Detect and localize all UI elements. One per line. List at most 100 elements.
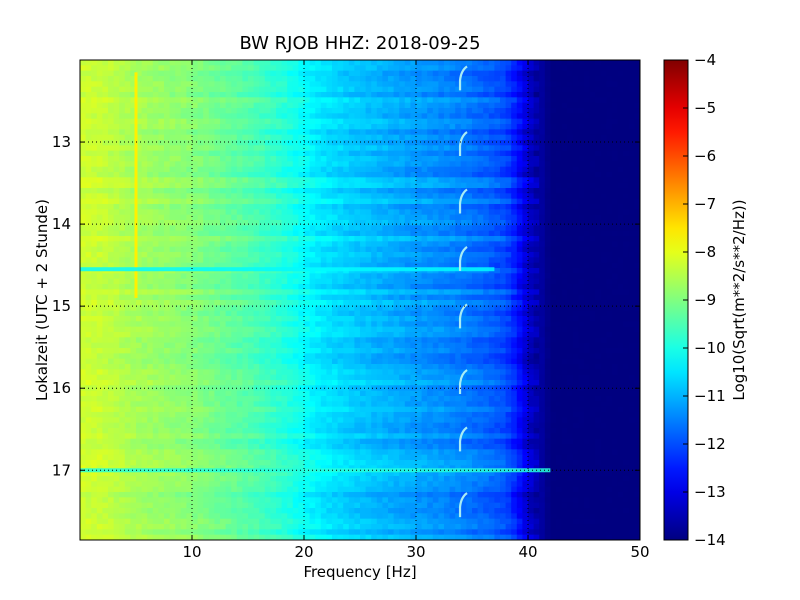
heatmap-cell bbox=[466, 124, 473, 130]
heatmap-cell bbox=[410, 182, 417, 189]
heatmap-cell bbox=[192, 172, 199, 178]
heatmap-cell bbox=[438, 177, 445, 184]
heatmap-cell bbox=[348, 102, 355, 109]
heatmap-cell bbox=[589, 182, 596, 189]
heatmap-cell bbox=[360, 156, 367, 162]
heatmap-cell bbox=[214, 134, 221, 141]
heatmap-cell bbox=[595, 166, 602, 173]
heatmap-cell bbox=[477, 284, 484, 290]
heatmap-cell bbox=[438, 252, 445, 258]
heatmap-cell bbox=[404, 246, 411, 253]
heatmap-cell bbox=[141, 113, 148, 120]
heatmap-cell bbox=[494, 257, 501, 264]
heatmap-cell bbox=[572, 220, 579, 226]
heatmap-cell bbox=[578, 316, 585, 322]
heatmap-cell bbox=[432, 246, 439, 253]
heatmap-cell bbox=[158, 225, 165, 232]
heatmap-cell bbox=[136, 278, 143, 285]
heatmap-cell bbox=[192, 278, 199, 285]
heatmap-cell bbox=[276, 182, 283, 189]
heatmap-cell bbox=[136, 145, 143, 152]
heatmap-cell bbox=[371, 305, 378, 312]
heatmap-cell bbox=[438, 60, 445, 66]
heatmap-cell bbox=[511, 60, 518, 66]
heatmap-cell bbox=[388, 156, 395, 162]
heatmap-cell bbox=[472, 156, 479, 162]
heatmap-cell bbox=[382, 140, 389, 146]
heatmap-cell bbox=[612, 177, 619, 184]
heatmap-cell bbox=[113, 241, 120, 248]
heatmap-cell bbox=[472, 257, 479, 264]
heatmap-cell bbox=[96, 252, 103, 258]
heatmap-cell bbox=[623, 193, 630, 200]
heatmap-cell bbox=[488, 257, 495, 264]
heatmap-cell bbox=[147, 113, 154, 120]
heatmap-cell bbox=[298, 134, 305, 141]
heatmap-cell bbox=[236, 236, 243, 242]
heatmap-cell bbox=[276, 60, 283, 66]
heatmap-cell bbox=[264, 145, 271, 152]
heatmap-cell bbox=[539, 172, 546, 178]
heatmap-cell bbox=[298, 97, 305, 104]
heatmap-cell bbox=[388, 310, 395, 317]
heatmap-cell bbox=[432, 204, 439, 210]
heatmap-cell bbox=[130, 76, 137, 82]
heatmap-cell bbox=[567, 140, 574, 146]
heatmap-cell bbox=[169, 76, 176, 82]
heatmap-cell bbox=[438, 209, 445, 216]
heatmap-cell bbox=[533, 86, 540, 93]
heatmap-cell bbox=[444, 60, 451, 66]
heatmap-cell bbox=[522, 252, 529, 258]
heatmap-cell bbox=[572, 140, 579, 146]
heatmap-cell bbox=[522, 161, 529, 168]
heatmap-cell bbox=[158, 97, 165, 104]
heatmap-cell bbox=[388, 161, 395, 168]
heatmap-cell bbox=[320, 166, 327, 173]
heatmap-cell bbox=[399, 225, 406, 232]
heatmap-cell bbox=[253, 257, 260, 264]
heatmap-cell bbox=[561, 278, 568, 285]
heatmap-cell bbox=[276, 177, 283, 184]
heatmap-cell bbox=[550, 273, 557, 280]
heatmap-cell bbox=[332, 230, 339, 237]
heatmap-cell bbox=[404, 236, 411, 242]
heatmap-cell bbox=[337, 262, 344, 269]
heatmap-cell bbox=[371, 300, 378, 306]
heatmap-cell bbox=[287, 204, 294, 210]
heatmap-cell bbox=[315, 140, 322, 146]
heatmap-cell bbox=[304, 124, 311, 130]
heatmap-cell bbox=[460, 225, 467, 232]
heatmap-cell bbox=[315, 193, 322, 200]
heatmap-cell bbox=[556, 225, 563, 232]
heatmap-cell bbox=[164, 70, 171, 77]
heatmap-cell bbox=[628, 92, 635, 98]
heatmap-cell bbox=[91, 225, 98, 232]
heatmap-cell bbox=[556, 60, 563, 66]
heatmap-cell bbox=[315, 97, 322, 104]
heatmap-cell bbox=[516, 76, 523, 82]
heatmap-cell bbox=[628, 65, 635, 72]
heatmap-cell bbox=[270, 262, 277, 269]
heatmap-cell bbox=[85, 316, 92, 322]
heatmap-cell bbox=[292, 246, 299, 253]
heatmap-cell bbox=[102, 81, 109, 88]
heatmap-cell bbox=[578, 310, 585, 317]
heatmap-cell bbox=[584, 316, 591, 322]
heatmap-cell bbox=[292, 161, 299, 168]
heatmap-cell bbox=[276, 193, 283, 200]
heatmap-cell bbox=[455, 60, 462, 66]
heatmap-cell bbox=[203, 204, 210, 210]
heatmap-cell bbox=[264, 140, 271, 146]
heatmap-cell bbox=[354, 97, 361, 104]
heatmap-cell bbox=[113, 161, 120, 168]
heatmap-cell bbox=[623, 209, 630, 216]
heatmap-cell bbox=[96, 193, 103, 200]
heatmap-cell bbox=[628, 257, 635, 264]
heatmap-cell bbox=[584, 113, 591, 120]
heatmap-cell bbox=[365, 236, 372, 242]
heatmap-cell bbox=[281, 278, 288, 285]
heatmap-cell bbox=[175, 321, 182, 328]
heatmap-cell bbox=[612, 70, 619, 77]
heatmap-cell bbox=[192, 273, 199, 280]
heatmap-cell bbox=[197, 278, 204, 285]
